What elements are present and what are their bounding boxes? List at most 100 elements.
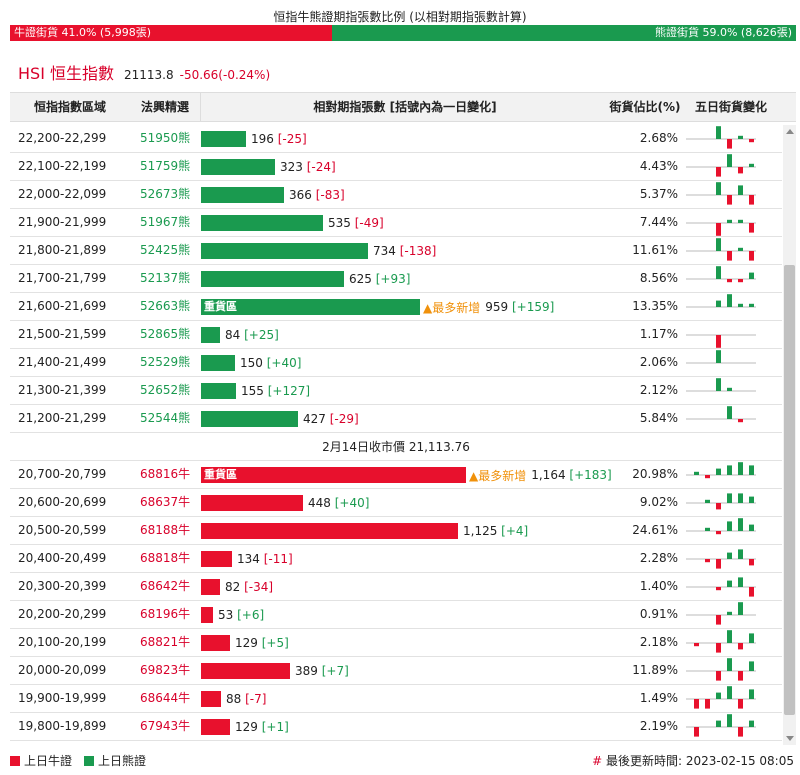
- table-row[interactable]: 22,100-22,199 51759熊 323 [-24] 4.43%: [10, 153, 782, 181]
- table-row[interactable]: 21,700-21,799 52137熊 625 [+93] 8.56%: [10, 265, 782, 293]
- qty-bar: [201, 523, 458, 539]
- product-code-link[interactable]: 52137熊: [140, 271, 191, 285]
- sparkline-bar: [694, 727, 699, 737]
- table-row[interactable]: 19,800-19,899 67943牛 129 [+1] 2.19%: [10, 713, 782, 741]
- table-row[interactable]: 22,000-22,099 52673熊 366 [-83] 5.37%: [10, 181, 782, 209]
- qty-bar: [201, 495, 303, 511]
- qty-bar: [201, 607, 213, 623]
- sparkline-bar: [749, 195, 754, 205]
- qty-bar-cell: 53 [+6]: [201, 607, 264, 623]
- share-pct: 2.06%: [639, 355, 678, 369]
- qty-change: [+40]: [334, 496, 370, 510]
- product-code-link[interactable]: 51950熊: [140, 131, 191, 145]
- five-day-sparkline: [686, 294, 756, 308]
- product-code-link[interactable]: 51759熊: [140, 159, 191, 173]
- product-code-link[interactable]: 52663熊: [140, 299, 191, 313]
- table-row[interactable]: 20,600-20,699 68637牛 448 [+40] 9.02%: [10, 489, 782, 517]
- table-row[interactable]: 21,800-21,899 52425熊 734 [-138] 11.61%: [10, 237, 782, 265]
- share-pct: 5.84%: [639, 411, 678, 425]
- sparkline-bar: [716, 720, 721, 727]
- product-code-link[interactable]: 68816牛: [140, 467, 191, 481]
- sparkline-bar: [727, 580, 732, 587]
- bear-swatch-icon: [84, 755, 95, 766]
- sparkline-bar: [716, 559, 721, 569]
- product-code-link[interactable]: 68644牛: [140, 691, 191, 705]
- table-row[interactable]: 21,500-21,599 52865熊 84 [+25] 1.17%: [10, 321, 782, 349]
- range-cell: 21,900-21,999: [18, 215, 107, 229]
- table-row[interactable]: 21,400-21,499 52529熊 150 [+40] 2.06%: [10, 349, 782, 377]
- product-code-link[interactable]: 68818牛: [140, 551, 191, 565]
- table-row[interactable]: 21,600-21,699 52663熊 重貨區 ▲最多新增 959 [+159] 13.…: [10, 293, 782, 321]
- table-row[interactable]: 19,900-19,999 68644牛 88 [-7] 1.49%: [10, 685, 782, 713]
- product-code-link[interactable]: 51967熊: [140, 215, 191, 229]
- table-row[interactable]: 20,300-20,399 68642牛 82 [-34] 1.40%: [10, 573, 782, 601]
- qty-bar-cell: 625 [+93]: [201, 271, 410, 287]
- cbbc-table-body[interactable]: 22,200-22,299 51950熊 196 [-25] 2.68% 22,100-…: [10, 125, 782, 745]
- sparkline-bar: [694, 643, 699, 647]
- qty-change: [+40]: [266, 356, 302, 370]
- qty-value: 323 [-24]: [280, 160, 336, 174]
- qty-change: [+127]: [267, 384, 311, 398]
- vertical-scrollbar[interactable]: [783, 125, 796, 745]
- sparkline-bar: [749, 163, 754, 167]
- table-row[interactable]: 20,200-20,299 68196牛 53 [+6] 0.91%: [10, 601, 782, 629]
- product-code-link[interactable]: 52865熊: [140, 327, 191, 341]
- qty-change: [+159]: [511, 300, 555, 314]
- sparkline-bar: [727, 154, 732, 167]
- product-code-link[interactable]: 68642牛: [140, 579, 191, 593]
- qty-change: [+183]: [569, 468, 612, 482]
- product-code-link[interactable]: 68637牛: [140, 495, 191, 509]
- sparkline-bar: [727, 686, 732, 699]
- range-cell: 21,400-21,499: [18, 355, 107, 369]
- sparkline-bar: [738, 549, 743, 559]
- sparkline-bar: [716, 503, 721, 510]
- qty-change: [+4]: [501, 524, 529, 538]
- table-row[interactable]: 21,200-21,299 52544熊 427 [-29] 5.84%: [10, 405, 782, 433]
- qty-value: 959 [+159]: [485, 300, 555, 314]
- scroll-up-icon[interactable]: [786, 129, 794, 134]
- five-day-sparkline: [686, 126, 756, 149]
- qty-change: [-138]: [399, 244, 437, 258]
- share-pct: 2.68%: [639, 131, 678, 145]
- sparkline-bar: [727, 294, 732, 307]
- sparkline-bar: [727, 630, 732, 643]
- product-code-link[interactable]: 52425熊: [140, 243, 191, 257]
- sparkline-bar: [738, 419, 743, 423]
- table-row[interactable]: 21,300-21,399 52652熊 155 [+127] 2.12%: [10, 377, 782, 405]
- sparkline-bar: [716, 335, 721, 348]
- table-row[interactable]: 20,500-20,599 68188牛 1,125 [+4] 24.61%: [10, 517, 782, 545]
- product-code-link[interactable]: 68196牛: [140, 607, 191, 621]
- product-code-link[interactable]: 68188牛: [140, 523, 191, 537]
- table-row[interactable]: 20,400-20,499 68818牛 134 [-11] 2.28%: [10, 545, 782, 573]
- qty-value: 366 [-83]: [289, 188, 345, 202]
- share-pct: 1.17%: [639, 327, 678, 341]
- product-code-link[interactable]: 68821牛: [140, 635, 191, 649]
- index-name[interactable]: HSI 恒生指數: [18, 64, 114, 83]
- share-pct: 4.43%: [639, 159, 678, 173]
- five-day-sparkline: [686, 658, 756, 681]
- five-day-sparkline: [686, 350, 756, 364]
- sparkline-bar: [738, 462, 743, 475]
- product-code-link[interactable]: 52673熊: [140, 187, 191, 201]
- table-row[interactable]: 20,000-20,099 69823牛 389 [+7] 11.89%: [10, 657, 782, 685]
- product-code-link[interactable]: 52544熊: [140, 411, 191, 425]
- qty-value: 84 [+25]: [225, 328, 279, 342]
- product-code-link[interactable]: 52652熊: [140, 383, 191, 397]
- table-row[interactable]: 20,700-20,799 68816牛 重貨區 ▲最多新增 1,164 [+183] 2…: [10, 461, 782, 489]
- update-hash: #: [592, 754, 603, 768]
- sparkline-bar: [727, 658, 732, 671]
- qty-value: 1,125 [+4]: [463, 524, 529, 538]
- product-code-link[interactable]: 69823牛: [140, 663, 191, 677]
- qty-bar: [201, 355, 235, 371]
- table-row[interactable]: 22,200-22,299 51950熊 196 [-25] 2.68%: [10, 125, 782, 153]
- table-row[interactable]: 21,900-21,999 51967熊 535 [-49] 7.44%: [10, 209, 782, 237]
- share-pct: 7.44%: [639, 215, 678, 229]
- product-code-link[interactable]: 52529熊: [140, 355, 191, 369]
- scroll-thumb[interactable]: [784, 265, 795, 715]
- sparkline-bar: [749, 587, 754, 597]
- qty-change: [-11]: [263, 552, 293, 566]
- scroll-down-icon[interactable]: [786, 736, 794, 741]
- product-code-link[interactable]: 67943牛: [140, 719, 191, 733]
- table-row[interactable]: 20,100-20,199 68821牛 129 [+5] 2.18%: [10, 629, 782, 657]
- share-pct: 0.91%: [639, 607, 678, 621]
